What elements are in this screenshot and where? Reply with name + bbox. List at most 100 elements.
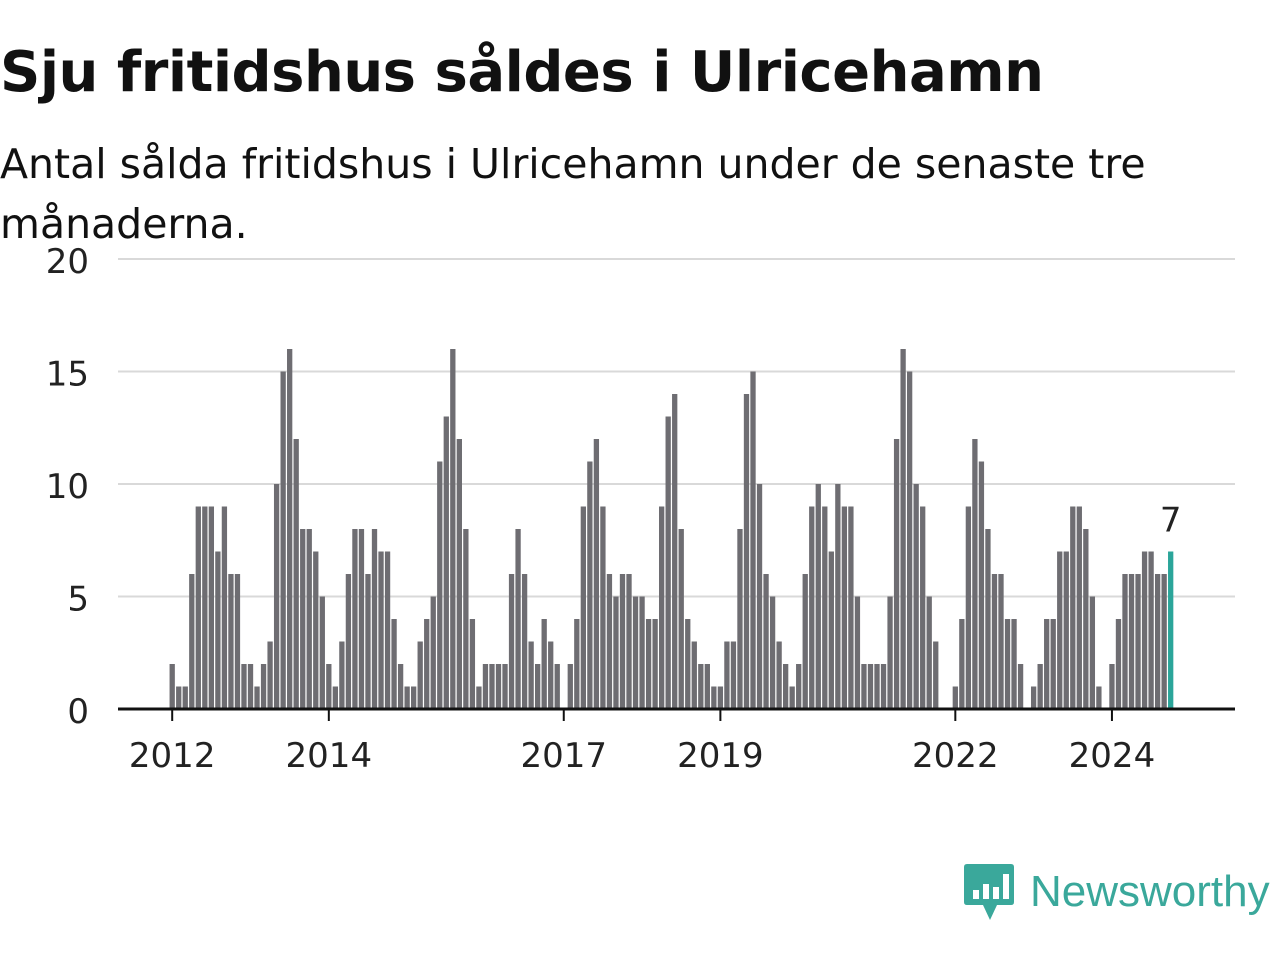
bar xyxy=(293,439,299,709)
bar xyxy=(685,619,691,709)
bar xyxy=(711,686,717,709)
bar xyxy=(260,664,267,709)
bar xyxy=(430,596,436,709)
brand-name: Newsworthy xyxy=(1030,867,1270,916)
bar xyxy=(234,574,241,709)
bar xyxy=(743,394,750,709)
bar xyxy=(358,529,365,709)
bar xyxy=(972,439,978,709)
bar xyxy=(802,574,808,709)
x-tick-label: 2024 xyxy=(1069,736,1156,776)
bar xyxy=(215,551,221,709)
bar xyxy=(508,574,515,709)
bar xyxy=(1004,619,1011,709)
bar xyxy=(515,529,521,709)
bar xyxy=(391,619,397,709)
x-tick-label: 2014 xyxy=(286,736,373,776)
bar xyxy=(1011,619,1017,709)
bar xyxy=(769,596,776,709)
bar xyxy=(815,484,821,709)
bar xyxy=(756,484,763,709)
bar xyxy=(1128,574,1135,709)
bar xyxy=(1050,619,1056,709)
bar xyxy=(476,686,482,709)
bar xyxy=(593,439,600,709)
bar xyxy=(913,484,919,709)
bar xyxy=(1096,686,1102,709)
bar xyxy=(1148,551,1154,709)
bar xyxy=(809,506,815,709)
bar xyxy=(456,439,462,709)
bar xyxy=(789,686,795,709)
bar xyxy=(652,619,658,709)
chart-subtitle: Antal sålda fritidshus i Ulricehamn unde… xyxy=(0,140,1146,248)
bar xyxy=(169,664,175,709)
bar xyxy=(893,439,900,709)
bar xyxy=(750,371,756,709)
brand-logo: Newsworthy xyxy=(964,862,1270,922)
bar xyxy=(443,416,449,709)
bar xyxy=(796,664,802,709)
bar xyxy=(1037,664,1043,709)
bar xyxy=(541,619,547,709)
bar xyxy=(528,641,534,709)
bar xyxy=(1057,551,1063,709)
x-tick-label: 2012 xyxy=(129,736,216,776)
bar xyxy=(717,686,724,709)
latest-value-label: 7 xyxy=(1160,501,1182,541)
bar xyxy=(998,574,1004,709)
bar xyxy=(1115,619,1122,709)
bar xyxy=(463,529,469,709)
bar xyxy=(678,529,684,709)
bar xyxy=(450,349,456,709)
bar xyxy=(978,461,985,709)
bar xyxy=(867,664,874,709)
bar xyxy=(698,664,704,709)
bar xyxy=(267,641,273,709)
bar xyxy=(1083,529,1089,709)
bar xyxy=(554,664,560,709)
bar xyxy=(965,506,972,709)
bar xyxy=(202,506,208,709)
bar xyxy=(822,506,828,709)
bar xyxy=(254,686,260,709)
bar xyxy=(247,664,254,709)
bar xyxy=(404,686,410,709)
bar xyxy=(1089,596,1096,709)
bar xyxy=(208,506,215,709)
bar xyxy=(1044,619,1050,709)
bar xyxy=(659,506,665,709)
bar xyxy=(287,349,293,709)
bar xyxy=(985,529,991,709)
bar xyxy=(613,596,619,709)
bar xyxy=(639,596,645,709)
bar xyxy=(848,506,854,709)
bar xyxy=(280,371,286,709)
bar xyxy=(704,664,710,709)
bar xyxy=(567,664,573,709)
bar xyxy=(397,664,404,709)
bar xyxy=(920,506,926,709)
x-tick-label: 2022 xyxy=(912,736,999,776)
bar xyxy=(880,664,887,709)
bar xyxy=(665,416,671,709)
bar xyxy=(176,686,182,709)
bar xyxy=(828,551,834,709)
bar xyxy=(241,664,247,709)
bar xyxy=(574,619,580,709)
bar xyxy=(313,551,319,709)
bar xyxy=(339,641,345,709)
bar xyxy=(672,394,678,709)
bar xyxy=(782,664,789,709)
bar xyxy=(411,686,417,709)
bar xyxy=(724,641,730,709)
bar xyxy=(437,461,443,709)
bar xyxy=(300,529,306,709)
bar xyxy=(495,664,502,709)
newsworthy-logo-icon xyxy=(964,864,1014,920)
bar xyxy=(345,574,352,709)
bar xyxy=(1076,506,1082,709)
bar xyxy=(326,664,332,709)
bar xyxy=(332,686,338,709)
bar xyxy=(182,686,188,709)
